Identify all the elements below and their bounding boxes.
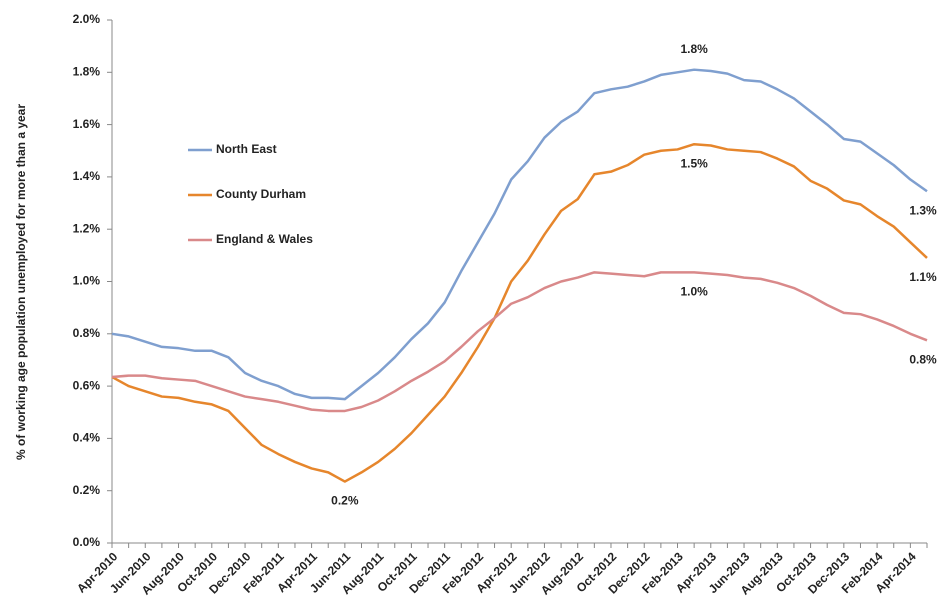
data-label: 1.0% (680, 285, 708, 299)
y-tick-label: 1.6% (73, 117, 101, 131)
series-line (111, 68, 928, 401)
y-tick-label: 1.2% (73, 221, 101, 235)
y-tick-label: 2.0% (73, 12, 101, 26)
data-label: 1.1% (909, 270, 937, 284)
y-tick-label: 1.4% (73, 169, 101, 183)
legend-label: England & Wales (216, 232, 313, 246)
series-line (111, 142, 928, 483)
y-axis-label: % of working age population unemployed f… (14, 104, 28, 460)
y-tick-label: 1.8% (73, 64, 101, 78)
series-line (111, 271, 928, 413)
y-tick-label: 0.4% (73, 431, 101, 445)
y-tick-label: 1.0% (73, 274, 101, 288)
data-label: 0.8% (909, 353, 937, 367)
y-tick-label: 0.6% (73, 378, 101, 392)
data-label: 1.5% (680, 156, 708, 170)
data-label: 1.3% (909, 203, 937, 217)
data-label: 1.8% (680, 42, 708, 56)
legend-label: North East (216, 142, 277, 156)
y-tick-label: 0.8% (73, 326, 101, 340)
y-tick-label: 0.2% (73, 483, 101, 497)
y-tick-label: 0.0% (73, 535, 101, 549)
data-label: 0.2% (331, 494, 359, 508)
legend-label: County Durham (216, 187, 306, 201)
